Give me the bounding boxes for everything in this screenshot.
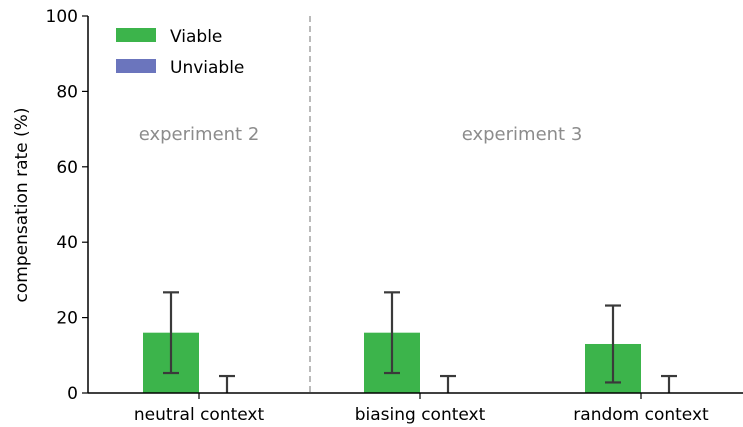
legend: Viable Unviable <box>116 27 244 78</box>
legend-swatch-viable <box>116 28 156 42</box>
legend-label-unviable: Unviable <box>170 58 244 78</box>
y-tick-label: 80 <box>56 82 78 102</box>
y-ticks: 0 20 40 60 80 100 <box>46 7 88 404</box>
y-tick-label: 100 <box>46 7 78 27</box>
y-tick-label: 20 <box>56 309 78 329</box>
x-ticks: neutral context biasing context random con… <box>134 393 709 425</box>
legend-swatch-unviable <box>116 59 156 73</box>
x-tick-label: neutral context <box>134 405 265 425</box>
y-tick-label: 40 <box>56 233 78 253</box>
annotation-experiment-3: experiment 3 <box>462 124 583 145</box>
y-tick-label: 0 <box>67 384 78 404</box>
axes <box>87 16 743 394</box>
x-tick-label: random context <box>573 405 709 425</box>
y-tick-label: 60 <box>56 158 78 178</box>
plot-area <box>143 291 677 393</box>
annotation-experiment-2: experiment 2 <box>139 124 260 145</box>
y-axis-label: compensation rate (%) <box>12 108 32 303</box>
legend-label-viable: Viable <box>170 27 222 47</box>
x-tick-label: biasing context <box>355 405 486 425</box>
